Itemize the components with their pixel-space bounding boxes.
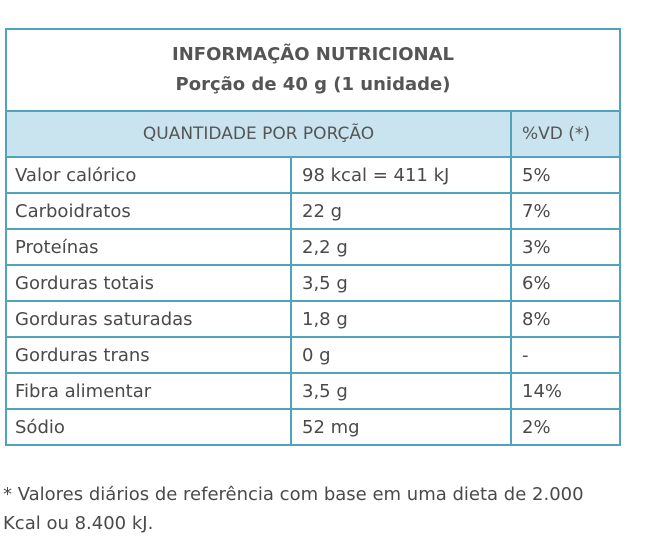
nutrient-amount: 22 g <box>290 192 512 230</box>
column-header-quantity: QUANTIDADE POR PORÇÃO <box>5 110 512 158</box>
nutrient-amount: 52 mg <box>290 408 512 446</box>
nutrient-daily-value: 3% <box>510 228 621 266</box>
nutrient-daily-value: 5% <box>510 156 621 194</box>
nutrient-amount: 0 g <box>290 336 512 374</box>
serving-size: Porção de 40 g (1 unidade) <box>175 74 451 95</box>
nutrient-amount: 1,8 g <box>290 300 512 338</box>
nutrient-name: Gorduras trans <box>5 336 292 374</box>
nutrient-amount: 3,5 g <box>290 372 512 410</box>
column-header-row: QUANTIDADE POR PORÇÃO %VD (*) <box>5 110 621 158</box>
nutrient-name: Gorduras saturadas <box>5 300 292 338</box>
table-title: INFORMAÇÃO NUTRICIONAL <box>172 44 454 65</box>
nutrient-daily-value: 8% <box>510 300 621 338</box>
nutrition-table: INFORMAÇÃO NUTRICIONAL Porção de 40 g (1… <box>5 28 621 446</box>
table-row: Gorduras trans 0 g - <box>5 336 621 374</box>
footnote: * Valores diários de referência com base… <box>3 484 584 534</box>
nutrient-name: Fibra alimentar <box>5 372 292 410</box>
nutrient-daily-value: 2% <box>510 408 621 446</box>
table-row: Carboidratos 22 g 7% <box>5 192 621 230</box>
column-header-daily-value: %VD (*) <box>510 110 621 158</box>
table-row: Fibra alimentar 3,5 g 14% <box>5 372 621 410</box>
nutrient-name: Valor calórico <box>5 156 292 194</box>
nutrient-amount: 3,5 g <box>290 264 512 302</box>
nutrient-name: Gorduras totais <box>5 264 292 302</box>
nutrient-name: Proteínas <box>5 228 292 266</box>
table-row: Gorduras totais 3,5 g 6% <box>5 264 621 302</box>
nutrient-daily-value: 14% <box>510 372 621 410</box>
nutrient-amount: 98 kcal = 411 kJ <box>290 156 512 194</box>
table-row: Gorduras saturadas 1,8 g 8% <box>5 300 621 338</box>
nutrient-daily-value: - <box>510 336 621 374</box>
nutrient-daily-value: 7% <box>510 192 621 230</box>
nutrient-name: Carboidratos <box>5 192 292 230</box>
nutrient-amount: 2,2 g <box>290 228 512 266</box>
nutrient-daily-value: 6% <box>510 264 621 302</box>
table-row: Sódio 52 mg 2% <box>5 408 621 446</box>
nutrient-name: Sódio <box>5 408 292 446</box>
title-row: INFORMAÇÃO NUTRICIONAL Porção de 40 g (1… <box>5 28 621 112</box>
table-title-cell: INFORMAÇÃO NUTRICIONAL Porção de 40 g (1… <box>5 28 621 112</box>
table-row: Proteínas 2,2 g 3% <box>5 228 621 266</box>
table-row: Valor calórico 98 kcal = 411 kJ 5% <box>5 156 621 194</box>
